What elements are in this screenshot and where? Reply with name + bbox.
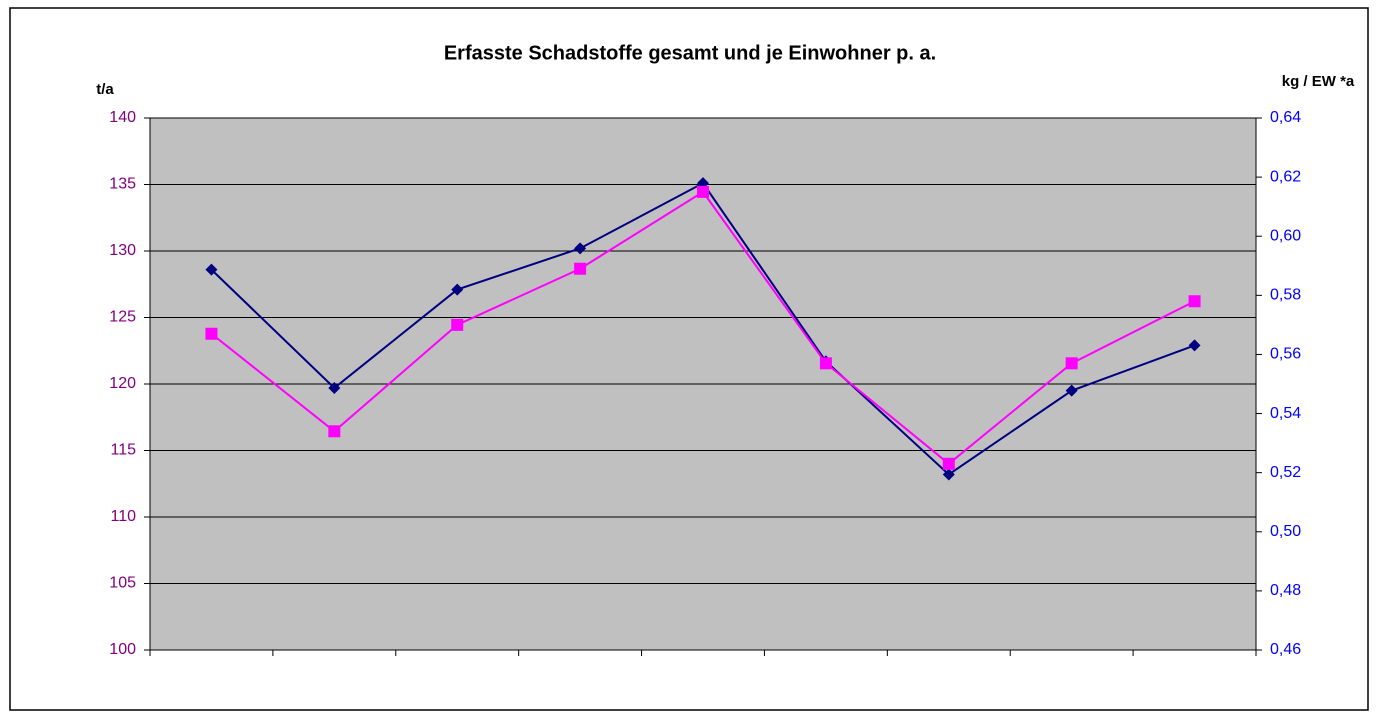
marker <box>451 318 464 331</box>
y-axis-title: t/a <box>96 81 114 98</box>
y2-tick-label: 0,64 <box>1270 109 1301 126</box>
marker <box>328 381 341 394</box>
y2-tick-label: 0,50 <box>1270 523 1301 540</box>
y-tick-label: 105 <box>109 575 136 592</box>
marker <box>574 242 587 255</box>
marker <box>451 283 464 296</box>
marker <box>1065 357 1078 370</box>
y-tick-label: 100 <box>109 641 136 658</box>
chart-title: Erfasste Schadstoffe gesamt und je Einwo… <box>444 42 936 64</box>
y2-tick-label: 0,56 <box>1270 346 1301 363</box>
marker <box>328 425 341 438</box>
marker <box>697 185 709 198</box>
y2-tick-label: 0,60 <box>1270 227 1301 244</box>
marker <box>819 357 832 370</box>
marker <box>942 468 955 481</box>
y-tick-label: 125 <box>109 309 136 326</box>
y2-axis-title: kg / EW *a <box>1282 73 1355 90</box>
y2-tick-label: 0,54 <box>1270 405 1301 422</box>
y2-tick-label: 0,62 <box>1270 168 1301 185</box>
y2-tick-label: 0,46 <box>1270 641 1301 658</box>
y2-tick-label: 0,48 <box>1270 582 1301 599</box>
marker <box>1065 384 1078 397</box>
y-tick-label: 130 <box>109 242 136 259</box>
y2-tick-label: 0,52 <box>1270 464 1301 481</box>
y-tick-label: 110 <box>110 508 136 525</box>
y-tick-label: 120 <box>109 375 136 392</box>
y-tick-label: 140 <box>109 109 136 126</box>
marker <box>205 263 218 276</box>
marker <box>205 327 218 340</box>
marker <box>1188 339 1201 352</box>
marker <box>942 457 955 470</box>
marker <box>574 262 587 275</box>
y-tick-label: 115 <box>110 442 136 459</box>
y2-tick-label: 0,58 <box>1270 287 1301 304</box>
marker <box>1188 295 1201 308</box>
y-tick-label: 135 <box>109 176 136 193</box>
